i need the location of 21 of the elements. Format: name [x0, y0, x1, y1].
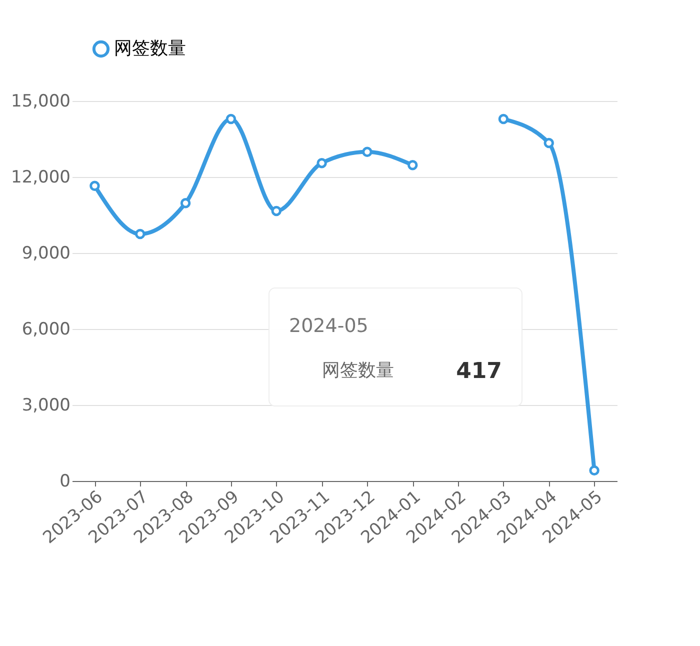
annotation: 网签数量 — [322, 360, 394, 381]
point — [316, 158, 327, 168]
y-tick-label: 12,000 — [11, 168, 70, 188]
point — [90, 180, 100, 191]
y-tick-label: 9,000 — [22, 244, 70, 264]
y-tick-label: 0 — [60, 472, 70, 492]
y-tick-label: 15,000 — [11, 92, 70, 112]
y-tick-label: 3,000 — [22, 396, 70, 416]
point — [135, 228, 146, 240]
point — [271, 206, 282, 216]
point — [362, 146, 372, 158]
legend-label: 网签数量 — [114, 38, 186, 59]
annotation: 2024-05 — [289, 315, 368, 337]
point — [589, 465, 600, 476]
point — [544, 138, 554, 148]
point — [408, 160, 418, 170]
point — [180, 198, 191, 208]
point — [226, 114, 236, 124]
point — [498, 114, 509, 124]
y-tick-label: 6,000 — [22, 320, 70, 340]
annotation: 417 — [456, 359, 502, 384]
